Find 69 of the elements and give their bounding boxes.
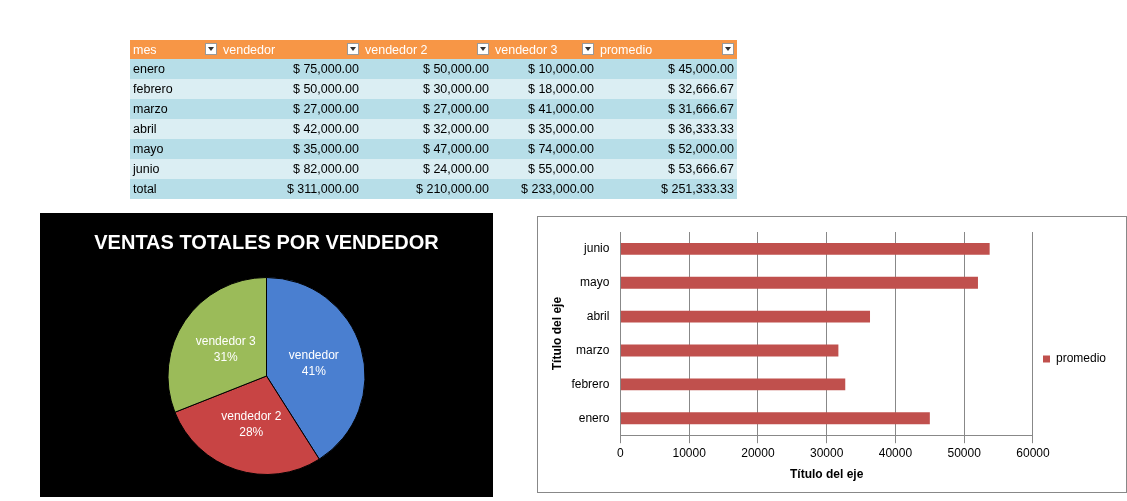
bar (620, 344, 839, 357)
data-label: $ 31,666.67 (597, 99, 737, 119)
data-label: $ 251,333.33 (597, 179, 737, 199)
category-label: junio (130, 159, 220, 179)
x-tick-label: 20000 (741, 445, 775, 460)
series-label: vendedor 2 (362, 40, 492, 59)
y-tick-label: marzo (576, 342, 610, 357)
bar (620, 310, 871, 323)
x-axis-title: Título del eje (790, 467, 864, 482)
chart-title: VENTAS TOTALES POR VENDEDOR (94, 230, 440, 253)
data-label: $ 35,000.00 (492, 119, 597, 139)
y-tick-label: mayo (580, 275, 610, 290)
data-label: $ 36,333.33 (597, 119, 737, 139)
category-label: enero (130, 59, 220, 79)
x-tick-label: 50000 (947, 445, 982, 460)
data-label: $ 55,000.00 (492, 159, 597, 179)
y-tick-label: febrero (571, 376, 610, 391)
x-tick-label: 30000 (810, 445, 844, 460)
data-label: $ 82,000.00 (220, 159, 362, 179)
data-label: $ 50,000.00 (362, 59, 492, 79)
x-tick-label: 0 (617, 445, 625, 460)
series-label: promedio (597, 40, 737, 59)
category-label: mayo (130, 139, 220, 159)
data-label: $ 53,666.67 (597, 159, 737, 179)
slice-label: vendedor 2 (221, 408, 282, 423)
data-label: 31% (213, 350, 239, 365)
category-label: marzo (130, 99, 220, 119)
slice-label: vendedor 3 (195, 334, 257, 349)
data-label: $ 10,000.00 (492, 59, 597, 79)
data-label: $ 233,000.00 (492, 179, 597, 199)
data-label: $ 210,000.00 (362, 179, 492, 199)
data-label: $ 311,000.00 (220, 179, 362, 199)
data-label: $ 47,000.00 (362, 139, 492, 159)
data-label: $ 27,000.00 (362, 99, 492, 119)
bar (620, 243, 990, 255)
slice-label: vendedor (288, 348, 339, 363)
data-label: $ 35,000.00 (220, 139, 362, 159)
category-label: total (130, 179, 220, 199)
data-label: 28% (239, 424, 264, 439)
data-label: $ 30,000.00 (362, 79, 492, 99)
data-label: $ 52,000.00 (597, 139, 737, 159)
data-label: $ 74,000.00 (492, 139, 597, 159)
y-tick-label: junio (583, 241, 610, 256)
category-label: abril (130, 119, 220, 139)
legend-label: promedio (1055, 351, 1107, 366)
data-label: $ 42,000.00 (220, 119, 362, 139)
x-tick-label: 10000 (672, 445, 707, 460)
x-tick-label: 40000 (878, 445, 913, 460)
y-tick-label: enero (578, 410, 610, 425)
bar (620, 412, 930, 425)
bar (620, 276, 978, 289)
x-tick-label: 60000 (1016, 445, 1050, 460)
data-label: $ 50,000.00 (220, 79, 362, 99)
data-label: $ 32,666.67 (597, 79, 737, 99)
data-label: 41% (301, 364, 327, 379)
series-label: vendedor 3 (492, 40, 597, 59)
bar (620, 378, 846, 391)
data-label: $ 18,000.00 (492, 79, 597, 99)
text: mes (130, 40, 220, 59)
y-tick-label: abril (586, 308, 610, 323)
data-label: $ 45,000.00 (597, 59, 737, 79)
data-label: $ 32,000.00 (362, 119, 492, 139)
data-label: $ 27,000.00 (220, 99, 362, 119)
data-label: $ 75,000.00 (220, 59, 362, 79)
category-label: febrero (130, 79, 220, 99)
y-axis-title: Título del eje (549, 296, 564, 371)
data-label: $ 41,000.00 (492, 99, 597, 119)
series-label: vendedor (220, 40, 362, 59)
data-label: $ 24,000.00 (362, 159, 492, 179)
